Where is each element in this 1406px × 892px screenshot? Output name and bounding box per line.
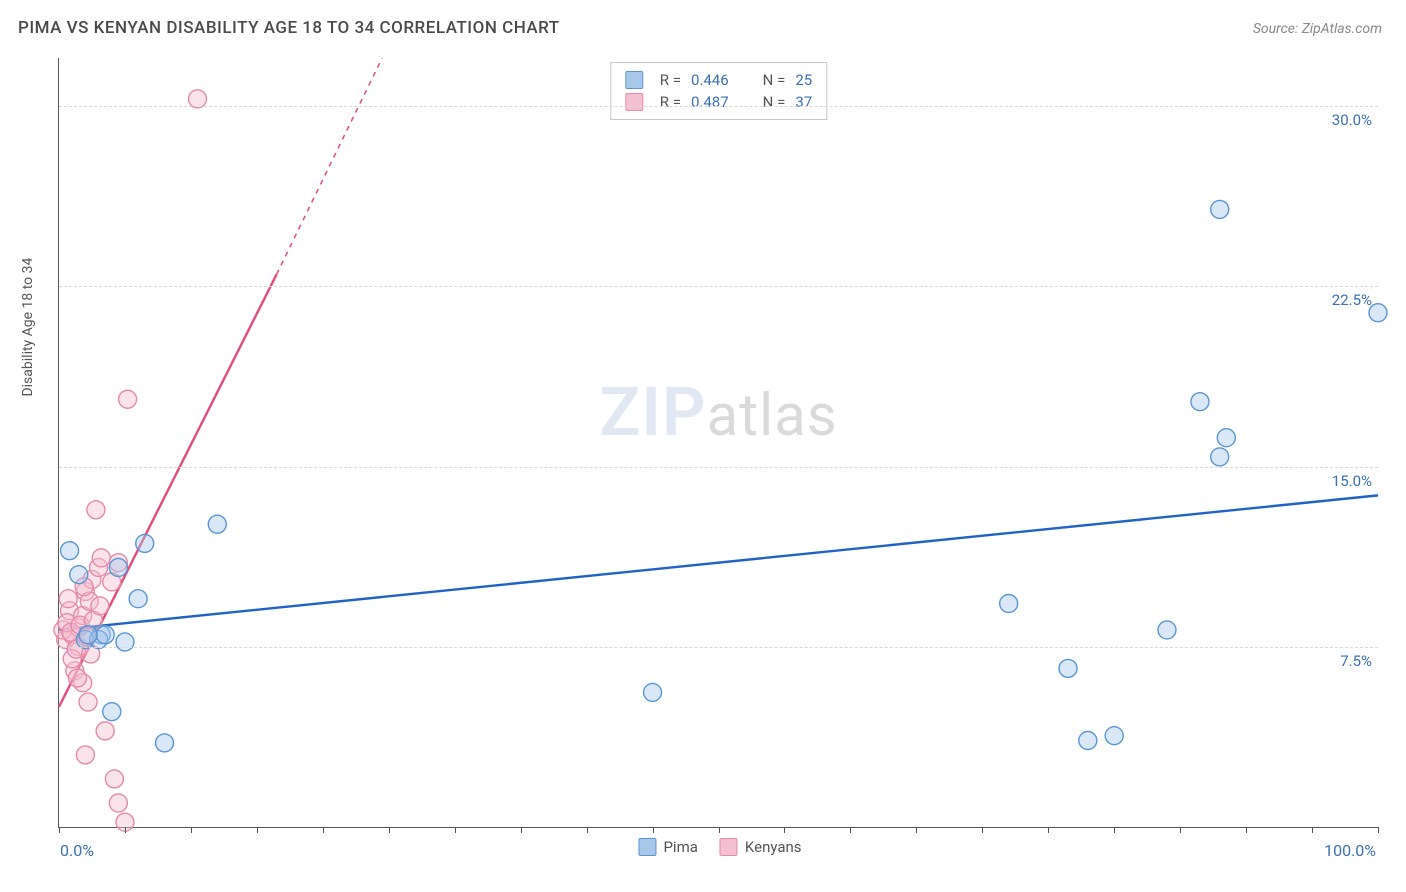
y-tick-label: 7.5% bbox=[1340, 652, 1372, 670]
chart-container: Disability Age 18 to 34 ZIPatlas R = 0.4… bbox=[50, 58, 1390, 858]
legend-swatch-pima bbox=[638, 838, 656, 856]
scatter-point bbox=[109, 558, 127, 576]
x-tick bbox=[784, 827, 785, 833]
scatter-point bbox=[1211, 200, 1229, 218]
x-tick bbox=[125, 827, 126, 833]
chart-source: Source: ZipAtlas.com bbox=[1253, 21, 1382, 37]
x-tick bbox=[1180, 827, 1181, 833]
scatter-point bbox=[70, 566, 88, 584]
y-tick-label: 22.5% bbox=[1332, 291, 1372, 309]
scatter-point bbox=[1158, 621, 1176, 639]
gridline-h bbox=[59, 286, 1378, 287]
scatter-point bbox=[91, 597, 109, 615]
scatter-point bbox=[119, 390, 137, 408]
scatter-point bbox=[79, 693, 97, 711]
chart-header: PIMA VS KENYAN DISABILITY AGE 18 TO 34 C… bbox=[0, 0, 1406, 46]
x-tick bbox=[521, 827, 522, 833]
legend-label-pima: Pima bbox=[663, 838, 697, 856]
series-legend: Pima Kenyans bbox=[638, 838, 801, 856]
scatter-point bbox=[96, 722, 114, 740]
gridline-h bbox=[59, 467, 1378, 468]
x-tick bbox=[257, 827, 258, 833]
scatter-point bbox=[1217, 429, 1235, 447]
pima-n-value: 25 bbox=[795, 71, 812, 89]
scatter-point bbox=[92, 549, 110, 567]
scatter-point bbox=[59, 590, 77, 608]
x-tick bbox=[1246, 827, 1247, 833]
r-label: R = bbox=[660, 93, 681, 111]
x-tick bbox=[719, 827, 720, 833]
x-tick bbox=[653, 827, 654, 833]
x-tick bbox=[59, 827, 60, 833]
swatch-kenyans bbox=[625, 93, 643, 111]
x-tick bbox=[916, 827, 917, 833]
stats-row-pima: R = 0.446 N = 25 bbox=[625, 69, 812, 91]
swatch-pima bbox=[625, 71, 643, 89]
scatter-point bbox=[109, 794, 127, 812]
y-tick-label: 15.0% bbox=[1332, 472, 1372, 490]
scatter-point bbox=[1059, 659, 1077, 677]
scatter-point bbox=[1191, 393, 1209, 411]
x-tick bbox=[389, 827, 390, 833]
scatter-point bbox=[116, 633, 134, 651]
x-tick bbox=[982, 827, 983, 833]
trend-line bbox=[277, 58, 383, 274]
legend-label-kenyans: Kenyans bbox=[745, 838, 802, 856]
x-max-label: 100.0% bbox=[1324, 841, 1376, 860]
scatter-point bbox=[136, 534, 154, 552]
legend-swatch-kenyans bbox=[720, 838, 738, 856]
x-tick bbox=[323, 827, 324, 833]
x-tick bbox=[1378, 827, 1379, 833]
scatter-point bbox=[1105, 727, 1123, 745]
x-tick bbox=[1312, 827, 1313, 833]
legend-item-kenyans: Kenyans bbox=[720, 838, 802, 856]
scatter-point bbox=[156, 734, 174, 752]
x-tick bbox=[191, 827, 192, 833]
x-tick bbox=[455, 827, 456, 833]
kenyans-n-value: 37 bbox=[795, 93, 812, 111]
scatter-point bbox=[61, 542, 79, 560]
scatter-point bbox=[79, 626, 97, 644]
scatter-point bbox=[1000, 595, 1018, 613]
gridline-h bbox=[59, 647, 1378, 648]
legend-item-pima: Pima bbox=[638, 838, 697, 856]
r-label: R = bbox=[660, 71, 681, 89]
kenyans-r-value: 0.487 bbox=[691, 93, 729, 111]
x-tick bbox=[850, 827, 851, 833]
scatter-point bbox=[129, 590, 147, 608]
x-tick bbox=[1114, 827, 1115, 833]
scatter-point bbox=[208, 515, 226, 533]
stats-legend-box: R = 0.446 N = 25 R = 0.487 N = 37 bbox=[610, 62, 827, 120]
x-tick bbox=[1048, 827, 1049, 833]
scatter-point bbox=[105, 770, 123, 788]
x-tick bbox=[587, 827, 588, 833]
stats-row-kenyans: R = 0.487 N = 37 bbox=[625, 91, 812, 113]
scatter-point bbox=[644, 683, 662, 701]
y-axis-label: Disability Age 18 to 34 bbox=[20, 258, 36, 397]
scatter-point bbox=[76, 746, 94, 764]
plot-area: ZIPatlas R = 0.446 N = 25 R = 0.487 N = … bbox=[58, 58, 1378, 828]
plot-svg bbox=[59, 58, 1378, 827]
scatter-point bbox=[1211, 448, 1229, 466]
trend-line bbox=[59, 495, 1378, 630]
scatter-point bbox=[68, 669, 86, 687]
chart-title: PIMA VS KENYAN DISABILITY AGE 18 TO 34 C… bbox=[18, 18, 560, 38]
pima-r-value: 0.446 bbox=[691, 71, 729, 89]
y-tick-label: 30.0% bbox=[1332, 111, 1372, 129]
scatter-point bbox=[103, 703, 121, 721]
n-label: N = bbox=[763, 93, 786, 111]
scatter-point bbox=[1079, 731, 1097, 749]
gridline-h bbox=[59, 106, 1378, 107]
scatter-point bbox=[87, 501, 105, 519]
scatter-point bbox=[96, 626, 114, 644]
n-label: N = bbox=[763, 71, 786, 89]
x-min-label: 0.0% bbox=[60, 841, 94, 860]
